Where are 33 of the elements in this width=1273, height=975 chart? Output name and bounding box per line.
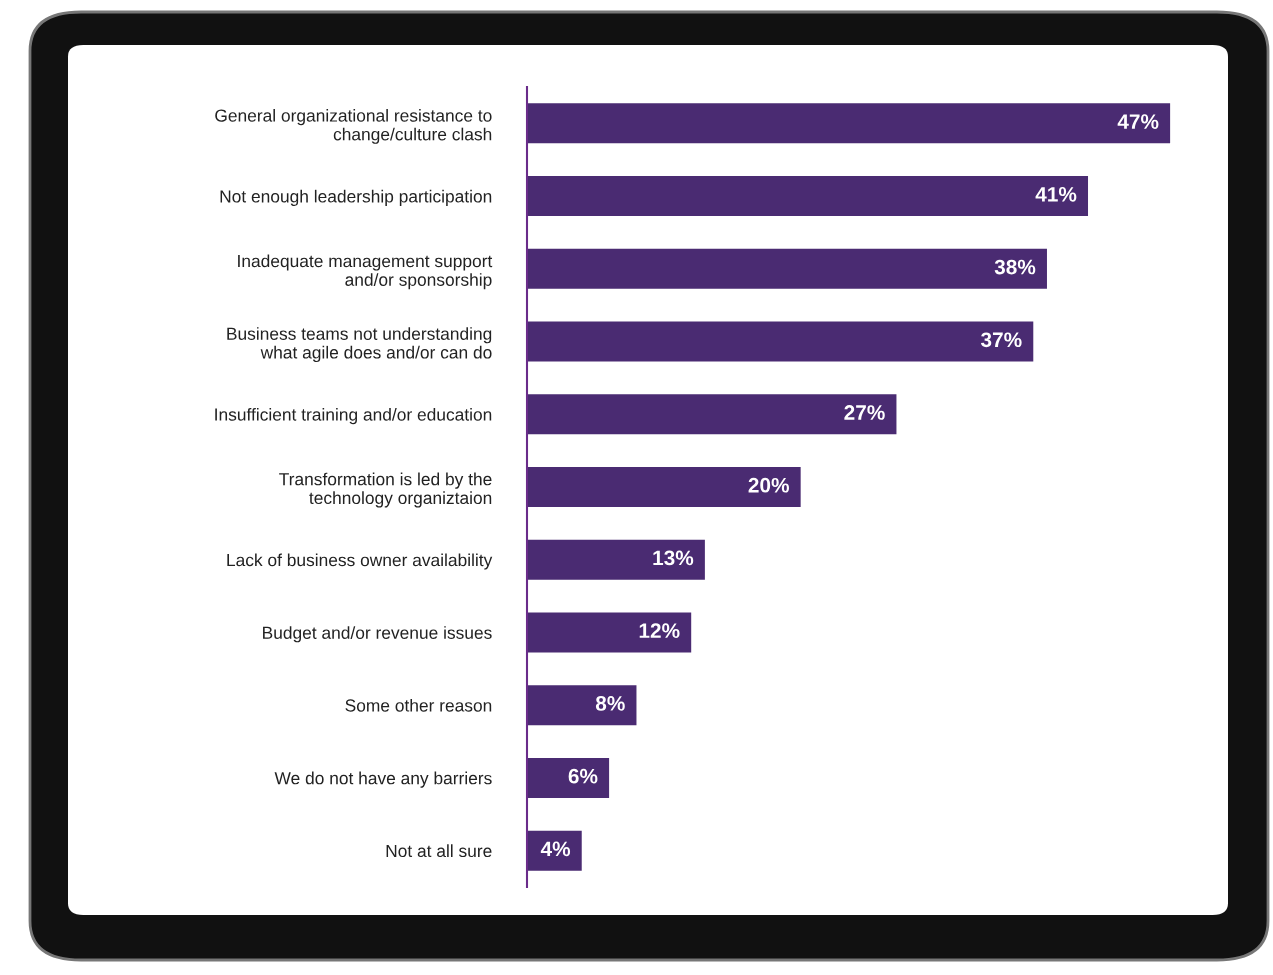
- y-tick-label: Business teams not understanding what agile does and/or can do: [227, 327, 492, 363]
- bar: [527, 685, 637, 726]
- data-label: 6%: [568, 768, 598, 784]
- y-tick-label: Not at all sure: [386, 844, 492, 858]
- data-label: 38%: [994, 259, 1036, 275]
- bar: [527, 539, 705, 580]
- data-label: 27%: [844, 405, 885, 420]
- bar: [527, 176, 1089, 217]
- y-tick-label: We do not have any barriers: [274, 771, 492, 788]
- bar: [527, 103, 1171, 144]
- y-tick-label: Insufficient training and/or education: [215, 407, 492, 425]
- data-label: 20%: [748, 477, 790, 493]
- y-tick-label: Some other reason: [345, 698, 492, 712]
- bar: [527, 467, 801, 507]
- y-tick-label: Not enough leadership participation: [220, 189, 492, 206]
- y-tick-label: Lack of business owner availability: [227, 553, 493, 570]
- data-label: 13%: [653, 550, 694, 566]
- bar: [527, 248, 1047, 289]
- y-tick-label: Transformation is led by the technology organiztaion: [279, 472, 492, 508]
- data-label: 8%: [595, 696, 625, 711]
- data-label: 41%: [1035, 186, 1077, 202]
- data-label: 12%: [639, 623, 680, 638]
- y-tick-label: Inadequate management support and/or sponsorship: [238, 254, 493, 290]
- data-label: 37%: [980, 332, 1022, 348]
- bar: [527, 321, 1034, 362]
- data-label: 4%: [540, 841, 571, 857]
- bar: [527, 757, 610, 798]
- y-tick-label: Budget and/or revenue issues: [263, 626, 492, 643]
- bar: [527, 612, 692, 653]
- data-label: 47%: [1117, 114, 1159, 129]
- bar: [527, 830, 582, 871]
- bar: [527, 394, 897, 435]
- y-tick-label: General organizational resistance to change/culture clash: [215, 108, 492, 144]
